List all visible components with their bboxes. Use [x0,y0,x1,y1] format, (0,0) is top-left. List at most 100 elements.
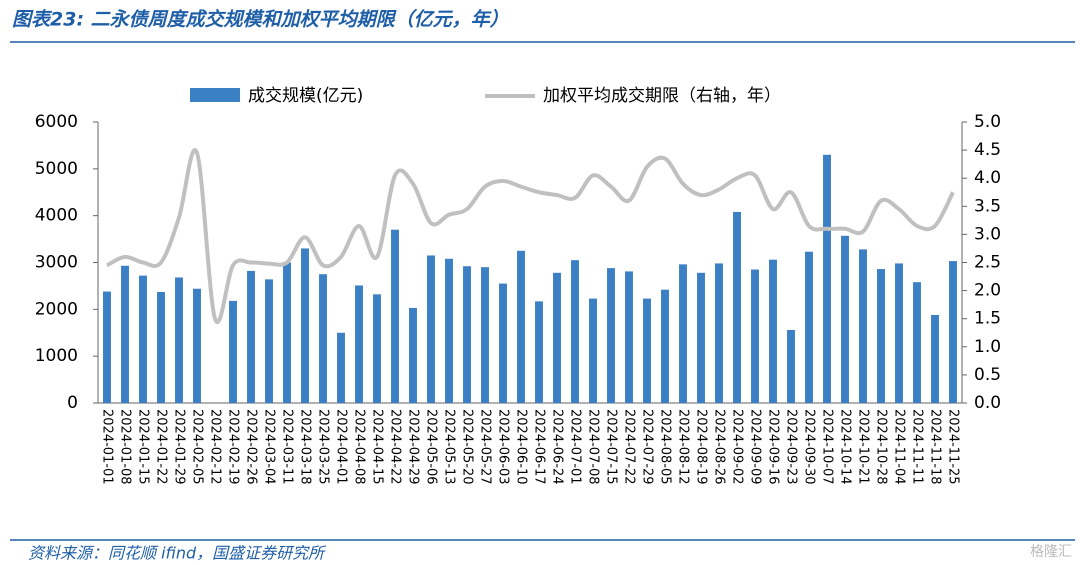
x-tick-label: 2024-01-01 [100,409,115,485]
legend-swatch [190,88,240,102]
bar [301,248,309,403]
y2-tick-label: 0.5 [974,365,1001,385]
bar [463,266,471,403]
x-tick-label: 2024-01-08 [118,409,133,485]
bar [193,288,201,403]
x-tick-label: 2024-05-27 [478,409,493,485]
y2-tick-label: 2.5 [974,253,1001,273]
x-tick-label: 2024-01-15 [136,409,151,485]
x-tick-label: 2024-07-08 [586,409,601,485]
bar [373,294,381,403]
bar [553,272,561,403]
bar [427,255,435,403]
x-tick-label: 2024-05-20 [460,409,475,485]
x-tick-label: 2024-08-19 [694,409,709,485]
bar [157,292,165,403]
x-tick-label: 2024-03-11 [280,409,295,485]
bar [643,298,651,403]
y-tick-label: 3000 [35,253,78,273]
bar [949,261,957,403]
y-tick-label: 1000 [35,346,78,366]
line [106,148,955,325]
bar [265,279,273,403]
bar [859,249,867,403]
bar [355,285,363,403]
bar [931,314,939,403]
x-tick-label: 2024-10-28 [874,409,889,485]
y2-tick-label: 3.5 [974,196,1001,216]
y2-tick-label: 3.0 [974,224,1001,244]
bar [895,263,903,403]
legend-label: 成交规模(亿元) [248,86,363,106]
x-tick-label: 2024-04-22 [388,409,403,485]
x-tick-label: 2024-09-30 [802,409,817,485]
x-tick-label: 2024-11-11 [910,409,925,485]
x-tick-label: 2024-03-25 [316,409,331,485]
bar [787,329,795,403]
x-tick-label: 2024-01-22 [154,409,169,485]
x-tick-label: 2024-09-09 [748,409,763,485]
y2-tick-label: 4.5 [974,140,1001,160]
bar [535,301,543,403]
y-tick-label: 0 [67,393,78,413]
bar [121,265,129,403]
bar [391,229,399,403]
x-tick-label: 2024-02-12 [208,409,223,485]
source: 资料来源：同花顺 ifind，国盛证券研究所 [28,544,327,563]
x-tick-label: 2024-08-26 [712,409,727,485]
y2-tick-label: 1.0 [974,337,1001,357]
x-tick-label: 2024-04-29 [406,409,421,485]
bar [697,272,705,403]
watermark: 格隆汇 [1030,544,1072,560]
bar [103,291,111,403]
x-tick-label: 2024-08-05 [658,409,673,485]
bar [913,282,921,403]
x-tick-label: 2024-07-29 [640,409,655,485]
bar [175,277,183,403]
legend-label: 加权平均成交期限（右轴，年） [543,86,781,106]
bar [409,307,417,403]
x-tick-label: 2024-06-03 [496,409,511,485]
x-tick-label: 2024-08-12 [676,409,691,485]
bar [715,263,723,403]
bar [607,268,615,403]
bar [571,260,579,403]
y-tick-label: 2000 [35,299,78,319]
bar [805,251,813,403]
x-tick-label: 2024-06-24 [550,409,565,485]
x-tick-label: 2024-09-16 [766,409,781,485]
x-tick-label: 2024-09-23 [784,409,799,485]
x-tick-label: 2024-02-26 [244,409,259,485]
y-tick-label: 6000 [35,112,78,132]
y-tick-label: 5000 [35,159,78,179]
bar [625,271,633,403]
x-tick-label: 2024-10-21 [856,409,871,485]
bar [679,264,687,403]
bar [283,262,291,403]
x-tick-label: 2024-11-04 [892,409,907,485]
x-tick-label: 2024-11-18 [928,409,943,485]
bar [499,283,507,403]
x-tick-label: 2024-07-22 [622,409,637,485]
bar [751,269,759,403]
bar [877,269,885,403]
bar [247,270,255,403]
x-tick-label: 2024-10-14 [838,409,853,485]
bar [319,274,327,403]
x-tick-label: 2024-11-25 [946,409,961,485]
y2-tick-label: 2.0 [974,281,1001,301]
y2-tick-label: 0.0 [974,393,1001,413]
bar [337,332,345,403]
bar [445,258,453,403]
x-tick-label: 2024-03-04 [262,409,277,485]
x-tick-label: 2024-04-15 [370,409,385,485]
x-tick-label: 2024-06-17 [532,409,547,485]
x-tick-label: 2024-05-13 [442,409,457,485]
y2-tick-label: 1.5 [974,309,1001,329]
bar [229,300,237,403]
x-tick-label: 2024-09-02 [730,409,745,485]
x-tick-label: 2024-07-01 [568,409,583,485]
bar [733,211,741,403]
bar [841,235,849,403]
